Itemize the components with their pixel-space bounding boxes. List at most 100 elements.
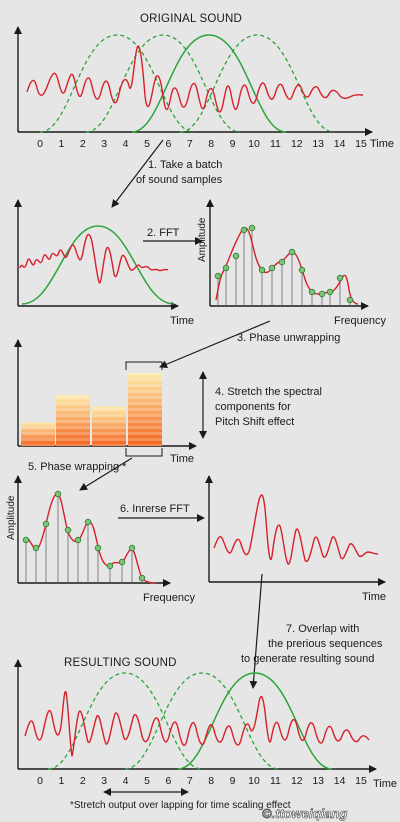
top-tick-4: 4	[123, 138, 129, 150]
window-dashed-2	[85, 34, 241, 133]
result-window-dashed-1	[47, 672, 203, 770]
spectrum-x-label: Frequency	[334, 315, 386, 327]
step4-label-line2: components for	[215, 401, 291, 413]
bottom-tick-3: 3	[101, 775, 107, 787]
top-tick-9: 9	[230, 138, 236, 150]
bottom-tick-13: 13	[312, 775, 324, 787]
bottom-tick-9: 9	[230, 775, 236, 787]
spectrum-dot	[318, 290, 326, 298]
bottom-tick-5: 5	[144, 775, 150, 787]
ifft-axis-label: Time	[362, 591, 386, 603]
step1-label-line1: 1. Take a batch	[148, 159, 222, 171]
footnote: *Stretch output over lapping for time sc…	[70, 800, 291, 811]
spectrum-dot	[248, 224, 256, 232]
bars-axis-label: Time	[170, 453, 194, 465]
wrapped-dot	[42, 520, 50, 528]
bottom-tick-12: 12	[291, 775, 303, 787]
spectrum-panel: Amplitude Frequency	[197, 199, 386, 327]
resulting-sound-panel: RESULTING SOUND 0 1 2 3 4 5 6 7 8 9 10 11 12 13 14 15 T…	[14, 657, 397, 790]
arrow-step3	[159, 320, 271, 368]
top-tick-10: 10	[248, 138, 260, 150]
arrow-step1	[111, 139, 164, 208]
wrapped-dot	[32, 544, 40, 552]
spectrum-dot	[308, 288, 316, 296]
arrow-step5	[79, 457, 133, 491]
wrapped-dots	[22, 490, 146, 582]
bottom-tick-4: 4	[123, 775, 129, 787]
step4-label-line3: Pitch Shift effect	[215, 416, 294, 428]
bottom-tick-2: 2	[80, 775, 86, 787]
top-tick-15: 15	[355, 138, 367, 150]
spectrum-dot	[326, 288, 334, 296]
top-tick-8: 8	[208, 138, 214, 150]
top-tick-2: 2	[80, 138, 86, 150]
wrapped-y-label: Amplitude	[6, 495, 17, 540]
top-tick-0: 0	[37, 138, 43, 150]
wrapped-dot	[54, 490, 62, 498]
original-sound-panel: ORIGINAL SOUND 0 1 2 3 4 5 6 7 8 9 10 11 12 13 14 15 Ti…	[14, 13, 394, 150]
spectrum-dot	[278, 258, 286, 266]
step2-label: 2. FFT	[147, 227, 180, 239]
spectral-bar-stripes	[21, 422, 55, 446]
top-tick-3: 3	[101, 138, 107, 150]
result-window-solid	[177, 672, 333, 770]
spectrum-dot	[336, 274, 344, 282]
wrapped-dot	[106, 562, 114, 570]
spectrum-dots	[214, 224, 354, 304]
bottom-tick-0: 0	[37, 775, 43, 787]
top-tick-5: 5	[144, 138, 150, 150]
wrapped-dot	[118, 558, 126, 566]
wrapped-dot	[128, 544, 136, 552]
spectrum-dot	[258, 266, 266, 274]
window-dashed-1	[39, 34, 195, 133]
top-tick-11: 11	[270, 138, 281, 150]
ifft-panel: Time	[205, 475, 386, 603]
watermark: ©.ttoweiqiang	[262, 806, 347, 821]
bottom-tick-15: 15	[355, 775, 367, 787]
top-tick-12: 12	[291, 138, 303, 150]
spectral-bar-stripes	[128, 373, 162, 446]
wrapped-dot	[84, 518, 92, 526]
wrapped-dot	[138, 574, 146, 582]
spectrum-dot	[298, 266, 306, 274]
original-sound-title: ORIGINAL SOUND	[140, 13, 242, 25]
spectrum-dot	[268, 264, 276, 272]
spectrum-dot	[214, 272, 222, 280]
top-axis-label: Time	[370, 138, 394, 150]
wrapped-dot	[94, 544, 102, 552]
bottom-tick-11: 11	[270, 775, 281, 787]
wrapped-x-label: Frequency	[143, 592, 195, 604]
wrapped-dot	[22, 536, 30, 544]
spectral-bar-stripes	[56, 395, 90, 446]
wrapped-stems	[25, 494, 143, 583]
top-tick-13: 13	[312, 138, 324, 150]
spectrum-dot	[232, 252, 240, 260]
original-signal	[26, 45, 364, 113]
spectrum-dot	[346, 296, 354, 304]
step1-label-line2: of sound samples	[136, 174, 223, 186]
spectrum-dot	[288, 248, 296, 256]
wrapped-dot	[74, 536, 82, 544]
batch-window	[21, 225, 175, 305]
batch-panel: Time	[14, 199, 194, 327]
spectrum-dot	[222, 264, 230, 272]
bottom-tick-14: 14	[334, 775, 346, 787]
bottom-tick-10: 10	[248, 775, 260, 787]
step7-label-line3: to generate resulting sound	[241, 653, 374, 665]
arrow-step7	[249, 573, 263, 689]
step3-label: 3. Phase unwrapping	[237, 332, 340, 344]
spectrum-dot	[240, 226, 248, 234]
resulting-signal	[24, 691, 370, 757]
top-tick-labels: 0 1 2 3 4 5 6 7 8 9 10 11 12 13 14 15	[37, 138, 367, 150]
ifft-signal	[213, 494, 379, 565]
step7-label-line1: 7. Overlap with	[286, 623, 359, 635]
wrapped-dot	[64, 526, 72, 534]
step6-label: 6. Inrerse FFT	[120, 503, 190, 515]
spectral-bars	[21, 373, 162, 446]
bottom-axis-label: Time	[373, 778, 397, 790]
top-tick-14: 14	[334, 138, 346, 150]
window-dashed-3	[179, 34, 335, 133]
bottom-tick-6: 6	[165, 775, 171, 787]
step5-label: 5. Phase wrapping *	[28, 461, 127, 473]
